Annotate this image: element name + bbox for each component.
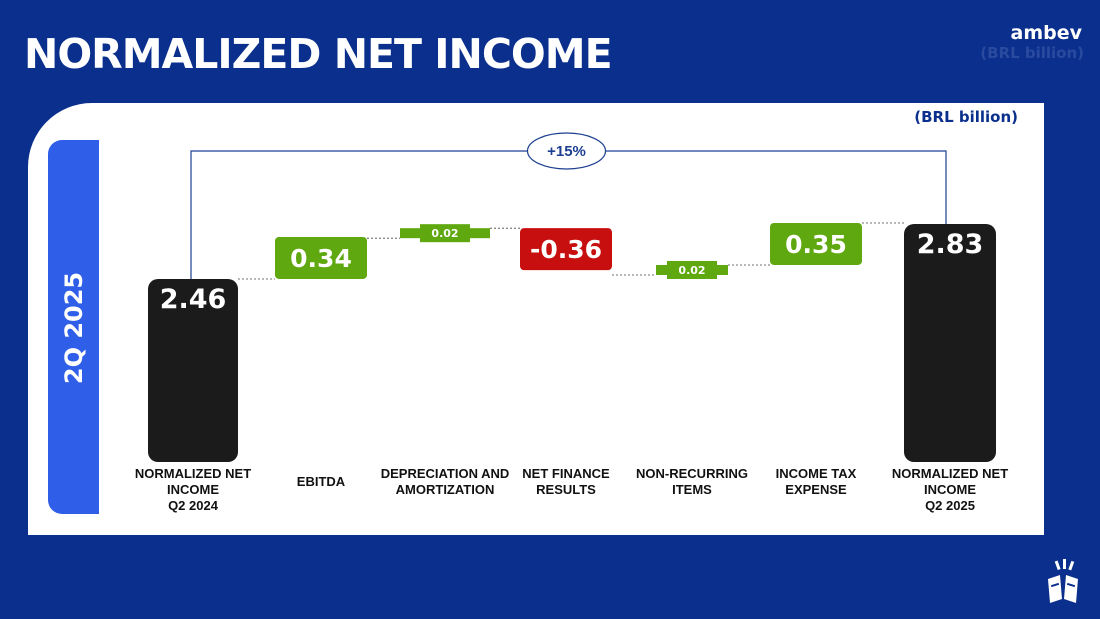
category-label: NON-RECURRING ITEMS bbox=[636, 466, 748, 497]
total-bar bbox=[904, 224, 996, 462]
bar-value-label: 0.02 bbox=[678, 264, 705, 277]
category-label: NET FINANCE RESULTS bbox=[522, 466, 610, 497]
bar-value-label: 2.46 bbox=[160, 284, 227, 315]
increase-bar bbox=[275, 236, 367, 279]
toast-cups-icon bbox=[1048, 559, 1078, 603]
increase-bar bbox=[770, 222, 862, 265]
bar-label-tab bbox=[667, 260, 717, 279]
bar-value-label: 0.02 bbox=[431, 227, 458, 240]
bar-value-label: -0.36 bbox=[530, 235, 602, 264]
unit-label: (BRL billion) bbox=[914, 108, 1018, 126]
category-label: EBITDA bbox=[297, 474, 346, 489]
bar-value-label: 0.35 bbox=[785, 230, 847, 259]
bar-value-label: 0.34 bbox=[290, 244, 352, 273]
category-label: DEPRECIATION AND AMORTIZATION bbox=[381, 466, 510, 497]
change-annotation: +15% bbox=[547, 143, 586, 160]
page-title: NORMALIZED NET INCOME bbox=[24, 30, 613, 78]
change-badge bbox=[526, 132, 607, 170]
total-bar bbox=[148, 278, 238, 462]
header-unit-label: (BRL billion) bbox=[980, 44, 1084, 62]
bar-label-tab bbox=[420, 224, 470, 243]
category-label: INCOME TAX EXPENSE bbox=[776, 466, 857, 497]
bar-value-label: 2.83 bbox=[917, 229, 984, 260]
period-tab bbox=[48, 140, 99, 514]
category-label: NORMALIZED NET INCOME Q2 2025 bbox=[892, 466, 1008, 513]
category-label: NORMALIZED NET INCOME Q2 2024 bbox=[135, 466, 251, 513]
brand-logo: ambev bbox=[1010, 22, 1083, 44]
decrease-bar bbox=[520, 228, 612, 271]
